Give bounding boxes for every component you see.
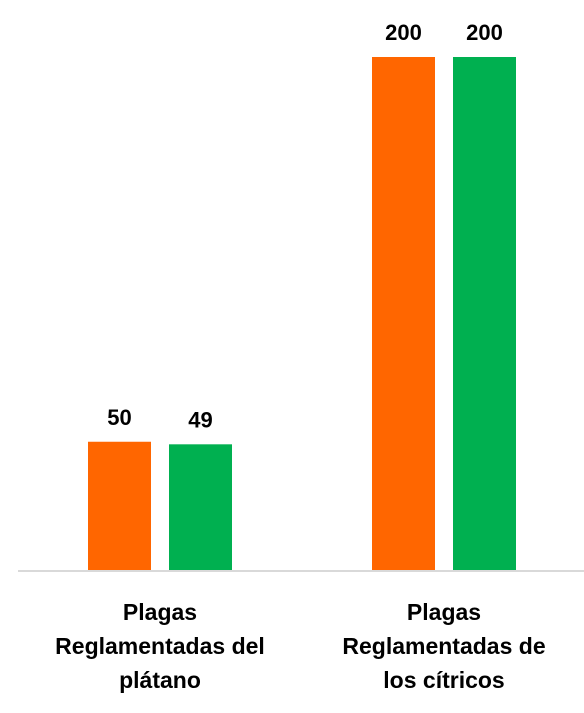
bar-0-series-1 xyxy=(169,444,232,570)
x-tick-label-0-line-0: Plagas xyxy=(123,599,197,625)
data-labels-layer: 50 49 200 200 xyxy=(107,20,503,432)
data-label-0-series-1: 49 xyxy=(188,407,212,432)
x-tick-label-1-line-2: los cítricos xyxy=(383,667,504,693)
x-tick-label-1: Plagas Reglamentadas de los cítricos xyxy=(342,599,545,693)
x-tick-label-1-line-0: Plagas xyxy=(407,599,481,625)
x-tick-label-0-line-2: plátano xyxy=(119,667,201,693)
data-label-0-series-0: 50 xyxy=(107,405,131,430)
x-tick-label-0-line-1: Reglamentadas del xyxy=(55,633,265,659)
bars-layer xyxy=(88,57,516,570)
x-tick-label-0: Plagas Reglamentadas del plátano xyxy=(55,599,265,693)
bar-1-series-1 xyxy=(453,57,516,570)
data-label-1-series-0: 200 xyxy=(385,20,422,45)
bar-1-series-0 xyxy=(372,57,435,570)
data-label-1-series-1: 200 xyxy=(466,20,503,45)
x-tick-label-1-line-1: Reglamentadas de xyxy=(342,633,545,659)
x-axis-tick-labels: Plagas Reglamentadas del plátano Plagas Regl… xyxy=(55,599,545,693)
bar-0-series-0 xyxy=(88,441,151,570)
